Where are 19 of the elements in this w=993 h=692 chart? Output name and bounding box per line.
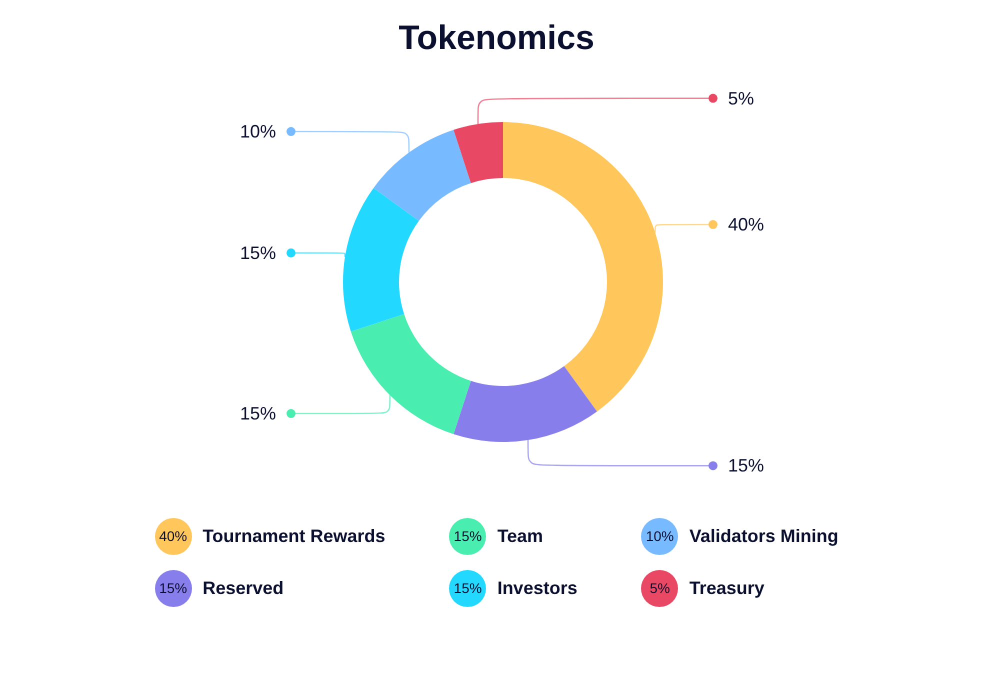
text: 15% [159,580,188,596]
legend-label: Investors [497,578,578,598]
data-label: 15% [240,242,276,263]
text: 10% [646,528,674,544]
data-label: 10% [240,122,276,142]
legend-label: Validators Mining [689,526,838,546]
data-label: 15% [240,404,276,424]
text: 15% [454,528,482,544]
data-label: 5% [728,88,754,108]
legend-label: Treasury [689,578,764,598]
legend-label: Team [497,526,543,546]
legend-label: Tournament Rewards [202,526,386,546]
data-label: 40% [728,214,764,235]
legend-label: Reserved [202,578,284,598]
text: 40% [159,528,188,544]
text: 15% [454,580,482,596]
text: 5% [650,580,670,596]
chart-title: Tokenomics [398,19,594,57]
data-label: 15% [728,456,764,476]
